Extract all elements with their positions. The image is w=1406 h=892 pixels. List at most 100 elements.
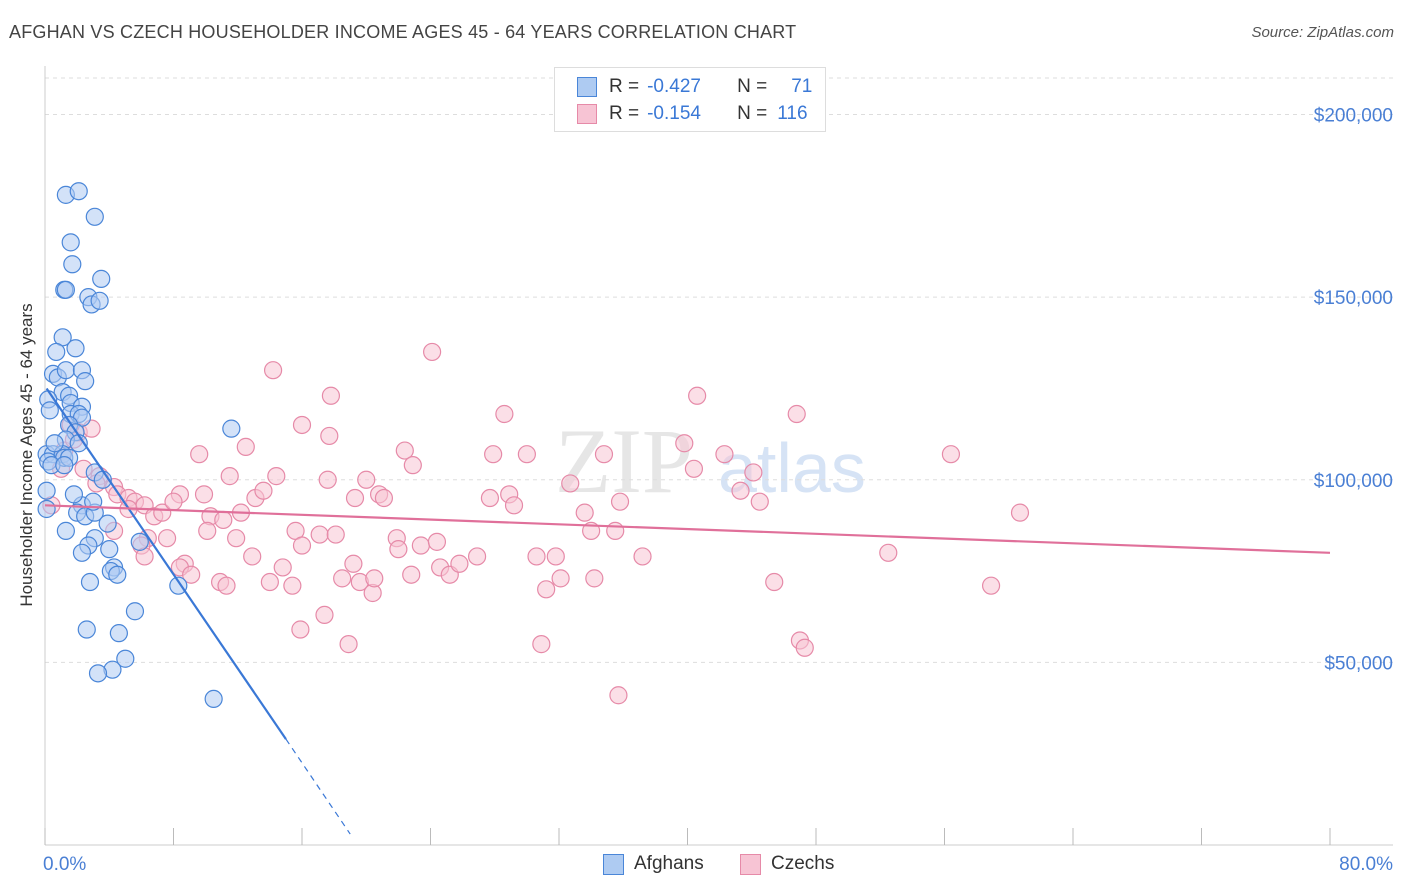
czechs-point	[157, 529, 177, 548]
czechs-point	[214, 510, 233, 530]
x-tick-label-max: 80.0%	[1339, 854, 1393, 875]
czechs-point	[450, 554, 469, 573]
czechs-swatch	[577, 104, 597, 124]
afghans-point	[108, 565, 127, 584]
czechs-point	[320, 426, 339, 446]
czechs-point	[546, 547, 565, 566]
afghans-point	[66, 339, 85, 358]
czechs-point	[321, 386, 341, 405]
czechs-point	[326, 525, 345, 544]
czechs-point	[153, 503, 172, 522]
y-tick-label: $50,000	[1324, 653, 1393, 674]
czechs-n-value: 116	[777, 103, 808, 124]
source-label: Source: ZipAtlas.com	[1251, 24, 1394, 41]
czechs-point	[594, 445, 614, 464]
afghans-point	[47, 342, 66, 362]
czechs-n-label: N =	[737, 103, 768, 124]
legend-row-afghans: R = -0.427 N = 71	[577, 74, 812, 100]
czechs-point	[310, 525, 329, 544]
czechs-point	[765, 572, 784, 592]
czechs-point	[344, 554, 363, 573]
afghans-point	[116, 649, 135, 668]
czechs-point	[688, 386, 707, 405]
czechs-point	[879, 543, 898, 562]
y-tick-label: $150,000	[1314, 288, 1393, 309]
czechs-r-value: -0.154	[647, 103, 701, 124]
czechs-point	[182, 565, 201, 584]
trend-lines	[44, 387, 1331, 835]
afghans-point	[56, 521, 75, 540]
afghans-point	[55, 456, 74, 475]
czechs-point	[610, 492, 630, 511]
czechs-point	[423, 342, 442, 362]
afghans-point	[72, 543, 92, 562]
afghans-n-value: 71	[791, 76, 813, 97]
czechs-point	[345, 488, 365, 508]
czechs-point	[402, 565, 421, 584]
czechs-point	[517, 445, 536, 464]
czechs-point	[467, 547, 487, 566]
czechs-point	[427, 532, 447, 551]
czechs-point	[633, 547, 652, 566]
czechs-point	[585, 569, 604, 588]
czechs-trend-line	[44, 504, 1331, 554]
czechs-point	[389, 540, 408, 559]
afghans-point	[222, 419, 241, 438]
czechs-point	[357, 470, 376, 489]
czechs-point	[575, 503, 594, 522]
afghans-point	[100, 540, 119, 559]
czechs-legend-swatch	[740, 853, 761, 875]
y-tick-label: $100,000	[1314, 471, 1393, 492]
afghans-points	[37, 182, 241, 709]
afghans-point	[69, 182, 88, 201]
afghans-point	[85, 207, 104, 226]
czechs-point	[263, 361, 283, 380]
czechs-point	[217, 576, 236, 595]
czechs-point	[750, 492, 769, 511]
czechs-point	[190, 445, 209, 464]
bottom-legend-afghans: Afghans	[603, 852, 704, 876]
czechs-point	[194, 485, 214, 504]
czechs-point	[243, 547, 262, 566]
czechs-point	[606, 521, 625, 540]
afghans-point	[37, 481, 56, 500]
czechs-point	[291, 620, 310, 639]
czechs-point	[675, 434, 694, 453]
afghans-r-label: R =	[609, 76, 640, 97]
afghans-point	[92, 269, 111, 288]
y-tick-label: $200,000	[1314, 106, 1393, 127]
correlation-legend: R = -0.427 N = 71 R = -0.154 N = 116	[554, 67, 826, 132]
czechs-point	[260, 572, 279, 592]
czechs-point	[527, 547, 546, 566]
czechs-point	[339, 635, 358, 654]
afghans-point	[77, 620, 96, 639]
czechs-point	[283, 576, 302, 595]
czechs-point	[561, 474, 580, 493]
czechs-point	[273, 558, 292, 577]
czechs-point	[227, 529, 246, 548]
afghans-point	[45, 434, 64, 453]
czechs-point	[374, 488, 394, 508]
afghans-point	[80, 572, 100, 592]
bottom-legend-czechs: Czechs	[740, 852, 834, 876]
czechs-point	[315, 605, 334, 625]
czechs-point	[198, 521, 217, 540]
czechs-point	[333, 569, 352, 588]
afghans-point	[63, 255, 82, 274]
afghans-n-label: N =	[737, 76, 768, 97]
afghans-point	[90, 291, 109, 310]
afghans-trend-extension	[285, 738, 351, 835]
afghans-point	[88, 664, 108, 683]
czechs-point	[480, 488, 500, 508]
czechs-point	[292, 536, 312, 555]
czechs-point	[787, 404, 806, 424]
czechs-point	[609, 686, 628, 705]
czechs-point	[504, 496, 524, 515]
czechs-point	[744, 463, 763, 482]
czechs-point	[411, 536, 430, 555]
chart-title: AFGHAN VS CZECH HOUSEHOLDER INCOME AGES …	[9, 22, 797, 42]
afghans-legend-swatch	[603, 853, 624, 875]
czechs-point	[731, 481, 750, 500]
afghans-point	[130, 532, 149, 551]
